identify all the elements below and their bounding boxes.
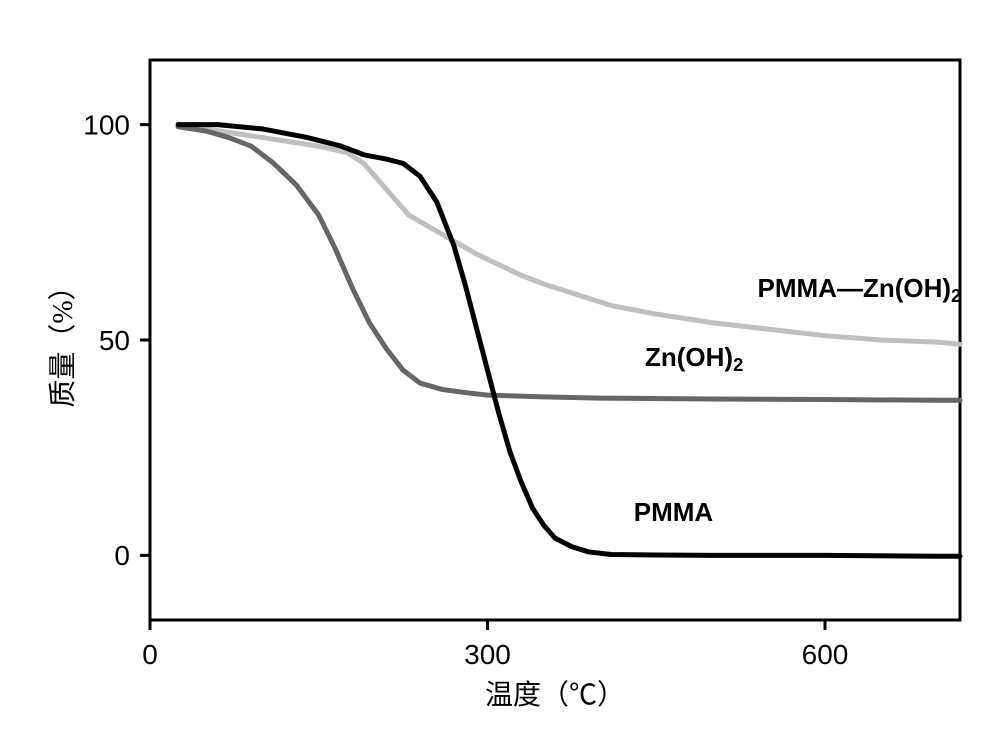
x-axis-label: 温度（℃）	[485, 679, 625, 711]
series-label-PMMA-Zn(OH)2: PMMA—Zn(OH)2	[758, 273, 962, 306]
y-tick-label: 0	[114, 540, 130, 571]
series-label-Zn(OH)2: Zn(OH)2	[645, 342, 743, 375]
series-label-PMMA: PMMA	[634, 497, 714, 527]
y-tick-label: 100	[83, 109, 130, 140]
tga-chart: 0 300 600 0 50 100 温度（℃） 质量（%） PMMA—Zn(OH)2 Zn(OH…	[20, 20, 980, 732]
x-tick-label: 300	[464, 639, 511, 670]
y-axis-label: 质量（%）	[47, 272, 79, 407]
x-tick-label: 0	[142, 639, 158, 670]
chart-svg: 0 300 600 0 50 100 温度（℃） 质量（%） PMMA—Zn(OH)2 Zn(OH…	[20, 20, 980, 732]
y-tick-label: 50	[99, 325, 130, 356]
x-tick-label: 600	[802, 639, 849, 670]
